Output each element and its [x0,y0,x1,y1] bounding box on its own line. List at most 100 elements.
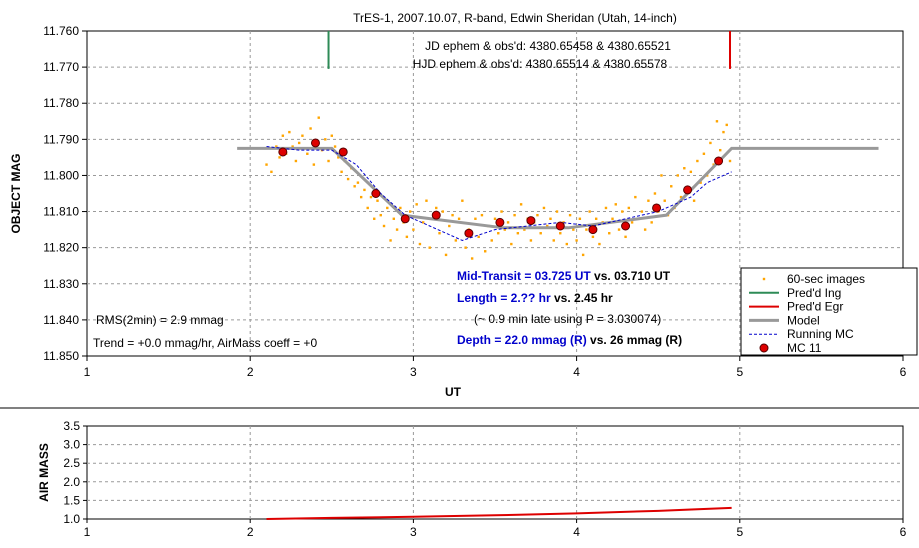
image-point [428,246,431,249]
image-point [519,203,523,206]
main-y-tick-label: 11.850 [43,349,79,363]
mc11-point [621,221,631,231]
image-point [399,206,402,210]
mc11-points [278,138,724,238]
image-point [281,134,285,137]
image-point [461,199,464,202]
image-point [549,217,552,220]
main-y-tick-label: 11.780 [43,96,79,110]
length-annotation: Length = 2.?? hr vs. 2.45 hr [457,291,613,305]
main-x-tick-label: 3 [410,365,417,379]
image-point [376,199,379,202]
mc11-point [278,147,288,157]
airmass-y-axis-label: AIR MASS [37,443,51,502]
image-point [444,253,448,257]
image-point [650,221,653,224]
mc11-point [338,147,348,157]
image-point [353,185,356,188]
legend-box [740,267,918,356]
main-y-tick-label: 11.800 [43,168,79,182]
image-point [689,170,693,174]
image-point [647,199,650,202]
image-point [333,145,337,148]
image-point [395,228,399,231]
image-point [552,239,555,242]
image-point [363,188,366,192]
late-note: (~ 0.9 min late using P = 3.030074) [474,312,661,326]
image-point [728,159,732,163]
main-y-tick-label: 11.840 [43,313,79,327]
image-point [330,134,333,137]
image-point [441,210,444,213]
image-point [415,203,418,206]
legend-entry-label: Pred'd Egr [787,300,843,314]
legend-entry-label: 60-sec images [787,272,865,286]
image-point [559,232,562,235]
image-point [408,210,412,213]
image-point [546,224,549,228]
image-point [581,253,585,257]
image-point [265,163,268,166]
image-point [425,199,428,202]
airmass-plot-area [86,425,904,520]
chart-title: TrES-1, 2007.10.07, R-band, Edwin Sherid… [353,11,677,25]
image-point [594,217,598,220]
image-point [448,224,451,228]
image-point [709,141,712,145]
image-point [457,217,461,220]
image-point [725,123,728,127]
image-point [702,152,706,155]
image-point [683,167,686,170]
image-point [405,235,409,239]
image-point [309,127,312,130]
image-point [324,138,327,141]
image-point [500,210,503,213]
image-point [373,217,376,220]
image-point [604,206,608,210]
length-value: Length = 2.?? hr [457,291,551,305]
main-x-tick-label: 5 [736,365,743,379]
depth-value: Depth = 22.0 mmag (R) [457,333,587,347]
legend-entry-label: Model [787,313,820,327]
jd-annotation: JD ephem & obs'd: 4380.65458 & 4380.6552… [425,39,671,53]
image-point [421,221,425,224]
image-point [497,232,500,235]
image-point [301,134,304,137]
image-point [490,239,493,242]
image-point [464,246,467,249]
image-point [270,170,273,174]
depth-annotation: Depth = 22.0 mmag (R) vs. 26 mmag (R) [457,333,682,347]
image-point [412,228,415,231]
image-point [572,228,575,231]
image-point [506,221,510,224]
airmass-x-tick-label: 3 [410,525,417,539]
image-point [288,130,291,134]
hjd-annotation: HJD ephem & obs'd: 4380.65514 & 4380.655… [413,57,668,71]
airmass-y-tick-label: 3.5 [63,419,80,433]
image-point [346,177,350,181]
image-point [722,130,725,134]
airmass-line [266,506,732,520]
mc11-point [495,217,505,227]
image-point [565,242,569,246]
trend-annotation: Trend = +0.0 mmag/hr, AirMass coeff = +0 [93,336,317,350]
image-point [611,217,614,220]
image-point [337,156,340,159]
image-point [536,213,539,217]
image-point [510,242,513,246]
image-point [369,195,373,199]
image-point [529,239,533,242]
mid-transit-annotation: Mid-Transit = 03.725 UT vs. 03.710 UT [457,269,671,283]
image-point [470,257,474,260]
image-point [634,195,637,199]
image-point [692,199,696,202]
main-x-tick-label: 2 [247,365,254,379]
image-point [699,181,702,184]
image-point [327,159,330,163]
mc11-point [588,225,598,235]
image-point [660,174,663,177]
image-point [676,174,679,177]
image-point [493,217,497,220]
image-point [516,232,520,235]
